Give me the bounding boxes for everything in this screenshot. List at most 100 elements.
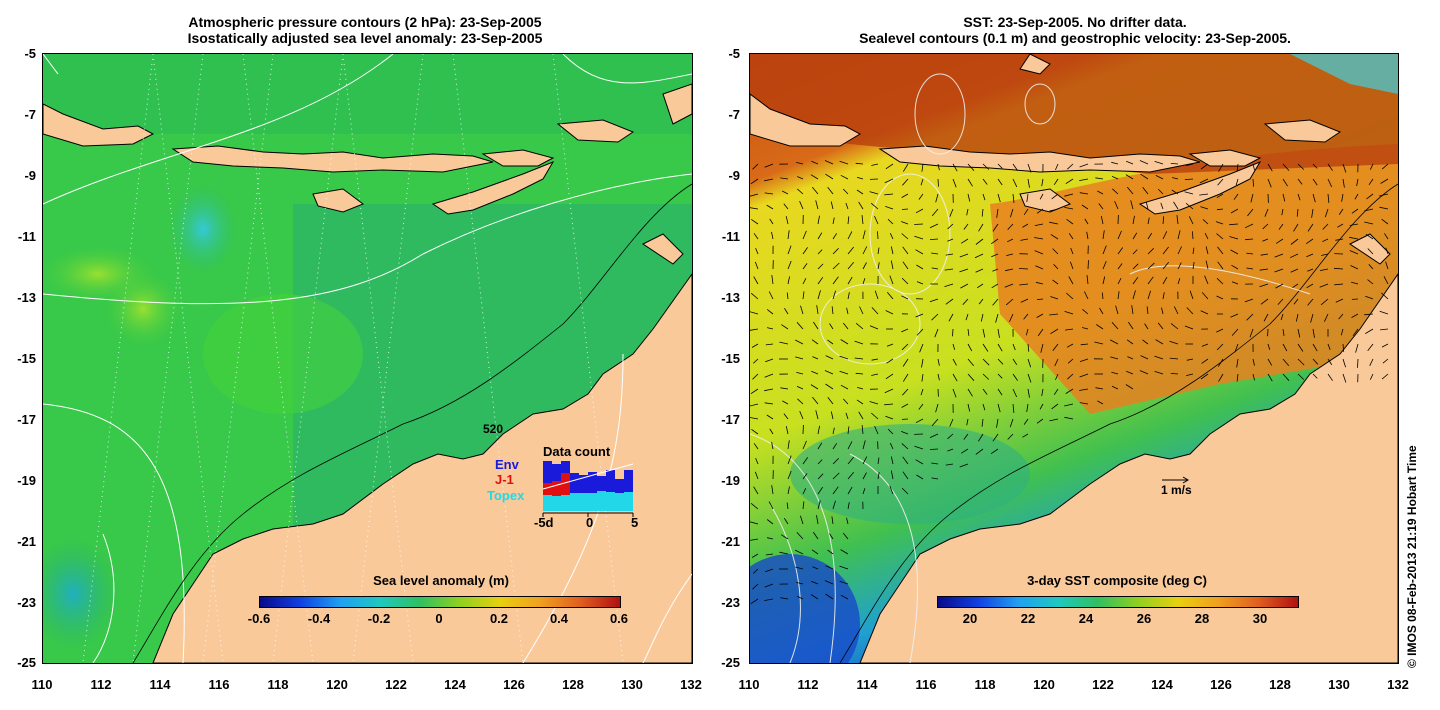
velocity-arrow (952, 373, 958, 382)
velocity-arrow (751, 553, 759, 558)
velocity-arrow (1292, 283, 1299, 289)
velocity-arrow (1247, 208, 1254, 217)
velocity-arrow (750, 292, 759, 300)
velocity-arrow (877, 231, 879, 240)
velocity-arrow (1023, 418, 1029, 425)
velocity-arrow (1189, 290, 1194, 300)
velocity-arrow (1367, 248, 1374, 255)
velocity-arrow (825, 383, 834, 390)
velocity-arrow (877, 247, 880, 255)
velocity-arrow (1052, 343, 1059, 352)
velocity-arrow (1049, 221, 1059, 225)
velocity-arrow (1264, 208, 1269, 217)
velocity-arrow (1101, 292, 1104, 300)
velocity-arrow (862, 456, 868, 465)
velocity-arrow (1022, 223, 1029, 228)
velocity-arrow (901, 431, 909, 435)
velocity-arrow (944, 268, 954, 271)
velocity-arrow (1205, 246, 1209, 255)
velocity-arrow (1095, 177, 1104, 180)
velocity-arrow (1312, 358, 1319, 365)
velocity-arrow (1202, 219, 1209, 225)
velocity-arrow (1354, 193, 1359, 200)
velocity-arrow (997, 193, 1001, 203)
velocity-arrow (764, 583, 774, 588)
y-tick: -7 (24, 107, 36, 122)
velocity-arrow (1365, 328, 1374, 334)
velocity-arrow (1055, 163, 1059, 171)
velocity-arrow (1110, 339, 1119, 345)
velocity-arrow (1023, 313, 1029, 320)
velocity-arrow (785, 216, 789, 225)
velocity-arrow (796, 372, 804, 375)
y-tick: -9 (728, 168, 740, 183)
velocity-arrow (855, 162, 864, 165)
y-tick: -23 (721, 595, 740, 610)
velocity-arrow (915, 459, 924, 465)
velocity-arrow (1132, 215, 1135, 225)
velocity-arrow (780, 387, 789, 390)
imos-credit: © IMOS 08-Feb-2013 21:19 Hobart Time (1405, 445, 1419, 668)
velocity-arrow (1082, 327, 1089, 330)
velocity-arrow (810, 594, 819, 600)
velocity-arrow (967, 193, 971, 202)
velocity-arrow (750, 193, 759, 197)
velocity-arrow (1337, 223, 1344, 228)
velocity-arrow (931, 462, 939, 465)
velocity-arrow (1229, 223, 1239, 226)
velocity-arrow (765, 553, 774, 556)
x-tick: 126 (1210, 677, 1232, 692)
velocity-arrow (816, 305, 819, 315)
velocity-arrow (1383, 276, 1389, 285)
velocity-arrow (817, 486, 824, 495)
velocity-arrow (750, 388, 759, 395)
velocity-arrow (1369, 163, 1374, 170)
velocity-arrow (920, 178, 924, 186)
velocity-arrow (1200, 206, 1209, 210)
velocity-arrow (996, 208, 999, 218)
velocity-arrow (753, 276, 759, 285)
velocity-arrow (921, 373, 924, 382)
velocity-arrow (1126, 186, 1134, 195)
velocity-arrow (1282, 178, 1288, 187)
velocity-arrow (1201, 358, 1209, 364)
velocity-arrow (783, 413, 789, 420)
velocity-arrow (870, 202, 879, 210)
velocity-arrow (1341, 193, 1344, 202)
velocity-arrow (750, 403, 759, 407)
left-colorbar-tick: -0.6 (247, 611, 271, 626)
velocity-arrow (862, 488, 866, 495)
velocity-arrow (978, 298, 984, 305)
velocity-arrow (982, 178, 988, 185)
left-colorbar-tick: 0 (435, 611, 443, 626)
velocity-arrow (1064, 193, 1074, 197)
velocity-arrow (1192, 231, 1194, 240)
velocity-arrow (877, 472, 880, 480)
velocity-arrow (765, 358, 774, 363)
velocity-arrow (812, 531, 819, 540)
y-tick: -13 (17, 290, 36, 305)
velocity-arrow (1252, 358, 1255, 366)
velocity-arrow (1065, 328, 1074, 331)
velocity-arrow (963, 223, 969, 230)
velocity-arrow (1154, 355, 1164, 360)
velocity-arrow (1310, 313, 1314, 323)
velocity-arrow (1205, 260, 1209, 270)
y-tick: -21 (721, 534, 740, 549)
velocity-arrow (824, 580, 834, 585)
velocity-arrow (842, 532, 849, 540)
velocity-arrow (1217, 246, 1224, 255)
x-tick: 128 (562, 677, 584, 692)
velocity-arrow (1173, 306, 1179, 315)
x-tick: 122 (1092, 677, 1114, 692)
velocity-arrow (754, 471, 759, 480)
velocity-arrow (1012, 403, 1015, 413)
velocity-arrow (963, 433, 969, 440)
velocity-arrow (1034, 250, 1044, 255)
velocity-arrow (810, 384, 819, 390)
velocity-arrow (1139, 160, 1149, 165)
velocity-arrow (1259, 268, 1269, 271)
velocity-arrow (840, 594, 849, 600)
velocity-arrow (1004, 283, 1014, 288)
velocity-arrow (1319, 283, 1329, 288)
